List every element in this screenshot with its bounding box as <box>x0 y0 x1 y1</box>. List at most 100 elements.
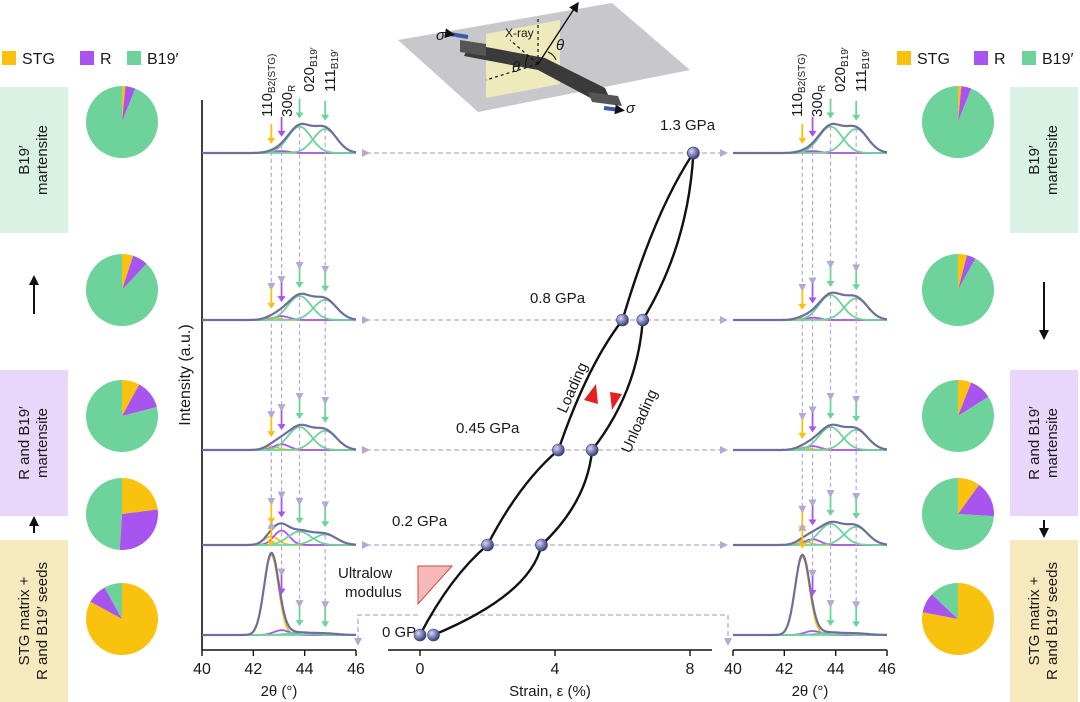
pie-slice <box>122 86 136 122</box>
peak-arrowhead <box>267 137 276 144</box>
x-tick-label: 42 <box>244 661 262 678</box>
legend-swatch-b19 <box>127 51 141 65</box>
pie-slice <box>122 384 157 416</box>
sigma-left-label: σ <box>436 27 446 44</box>
ultralow-label: Ultralow <box>338 565 392 582</box>
peak-label-300: 300R <box>279 85 298 117</box>
peak-arrowhead <box>852 621 861 628</box>
x-tick-label: 46 <box>878 661 896 678</box>
xray-schematic: X-ray σ σ θ θ <box>398 1 690 117</box>
peak-arrowhead <box>267 540 276 547</box>
y-axis-label: Intensity (a.u.) <box>177 324 194 425</box>
pie-slice <box>122 86 126 122</box>
legend-right: STG R B19′ <box>897 51 1073 68</box>
pie-slice <box>122 380 140 416</box>
left-box-stg: STG matrix + R and B19′ seeds <box>0 540 68 702</box>
peak-arrowhead <box>321 285 330 292</box>
pie-slice <box>958 255 976 290</box>
ss-data-point <box>616 313 629 327</box>
peak-label-111: 111B19′ <box>322 49 341 92</box>
legend-swatch-r <box>974 51 988 65</box>
theta-right-label: θ <box>556 37 564 54</box>
stress-strain-panel: 0 4 8 Strain, ε (%) 1.3 GPa 0.8 GPa 0.45 GPa 0.… <box>382 117 716 700</box>
peak-arrowhead <box>295 282 304 289</box>
xrd-sum-curve <box>733 291 888 322</box>
peak-labels-left: 110B2(STG) 300R 020B19′ 111B19′ <box>259 47 341 117</box>
sigma-right-label: σ <box>626 100 636 117</box>
x-axis-label: 2θ (°) <box>261 683 298 700</box>
peak-arrowhead <box>295 620 304 627</box>
xrd-sum-curve <box>733 553 888 637</box>
x-tick-label: 44 <box>827 661 845 678</box>
right-box-b19: B19′ martensite <box>1010 87 1078 233</box>
peak-arrowhead <box>321 416 330 423</box>
peak-labels-right: 110B2(STG) 300R 020B19′ 111B19′ <box>789 47 872 117</box>
modulus-label: modulus <box>345 584 402 601</box>
stage-connector-lines <box>354 149 732 646</box>
legend-swatch-stg <box>2 51 16 65</box>
ss-curve-loading <box>418 152 695 636</box>
pie-slice <box>85 478 122 550</box>
legend-label-b19: B19′ <box>147 51 178 68</box>
pie-slice <box>922 86 994 158</box>
peak-label-020: 020B19′ <box>832 47 851 92</box>
pie-slice <box>958 86 962 122</box>
left-box-b19: B19′ martensite <box>0 87 68 233</box>
right-box-stg: STG matrix + R and B19′ seeds <box>1010 540 1078 702</box>
peak-arrowhead <box>277 424 286 431</box>
pie-slice <box>85 380 158 452</box>
xrd-sum-curve <box>733 520 888 547</box>
legend-swatch-b19 <box>1022 51 1036 65</box>
xrd-sum-curve <box>202 423 357 452</box>
x-tick-label: 40 <box>724 661 742 678</box>
peak-arrowhead <box>826 112 835 119</box>
peak-arrowhead <box>295 112 304 119</box>
ss-x-tick-label: 8 <box>686 661 695 678</box>
xray-label: X-ray <box>505 26 534 40</box>
peak-arrowhead <box>798 303 807 310</box>
legend-label-r: R <box>100 51 112 68</box>
peak-arrowhead <box>267 302 276 309</box>
ss-data-point <box>481 538 494 552</box>
peak-arrowhead <box>321 621 330 628</box>
xrd-sum-curve <box>202 292 357 322</box>
peak-label-111: 111B19′ <box>853 49 872 92</box>
peak-arrowhead <box>267 517 276 524</box>
pie-slice <box>958 86 972 122</box>
xrd-right-panel: 40 42 44 46 2θ (°) <box>724 98 896 700</box>
x-tick-label: 42 <box>775 661 793 678</box>
ss-data-point <box>413 628 427 642</box>
ss-x-tick-label: 0 <box>416 661 425 678</box>
legend-label-b19: B19′ <box>1042 51 1073 68</box>
pie-slice <box>90 587 122 619</box>
x-tick-label: 40 <box>193 661 211 678</box>
peak-label-300: 300R <box>809 85 828 117</box>
peak-arrowhead <box>798 542 807 549</box>
peak-arrowhead <box>808 519 817 526</box>
peak-arrowhead <box>277 588 286 595</box>
xrd-component-b19_020 <box>733 523 887 546</box>
legend-label-r: R <box>994 51 1006 68</box>
pie-slice <box>119 509 158 550</box>
peak-arrowhead <box>826 412 835 419</box>
pie-slice <box>958 382 989 416</box>
loading-direction-arrow <box>584 384 598 404</box>
pie-slice <box>931 583 958 619</box>
pie-slice <box>958 484 994 517</box>
peak-arrowhead <box>798 137 807 144</box>
peak-arrowhead <box>277 511 286 518</box>
xrd-left-panel: 40 42 44 46 2θ (°) Intensity (a.u.) <box>177 98 365 700</box>
stress-label: 1.3 GPa <box>660 117 716 134</box>
peak-arrowhead <box>826 620 835 627</box>
xrd-sum-curve <box>733 423 888 452</box>
peak-arrowhead <box>321 521 330 528</box>
stress-label: 0.8 GPa <box>530 290 586 307</box>
peak-arrowhead <box>852 512 861 519</box>
peak-arrowhead <box>277 296 286 303</box>
ss-data-point <box>535 538 548 552</box>
left-box-r-b19: R and B19′ martensite <box>0 370 68 516</box>
peak-arrowhead <box>267 431 276 438</box>
peak-arrowhead <box>852 415 861 422</box>
ss-x-tick-label: 4 <box>551 661 560 678</box>
stage-line <box>354 614 418 646</box>
